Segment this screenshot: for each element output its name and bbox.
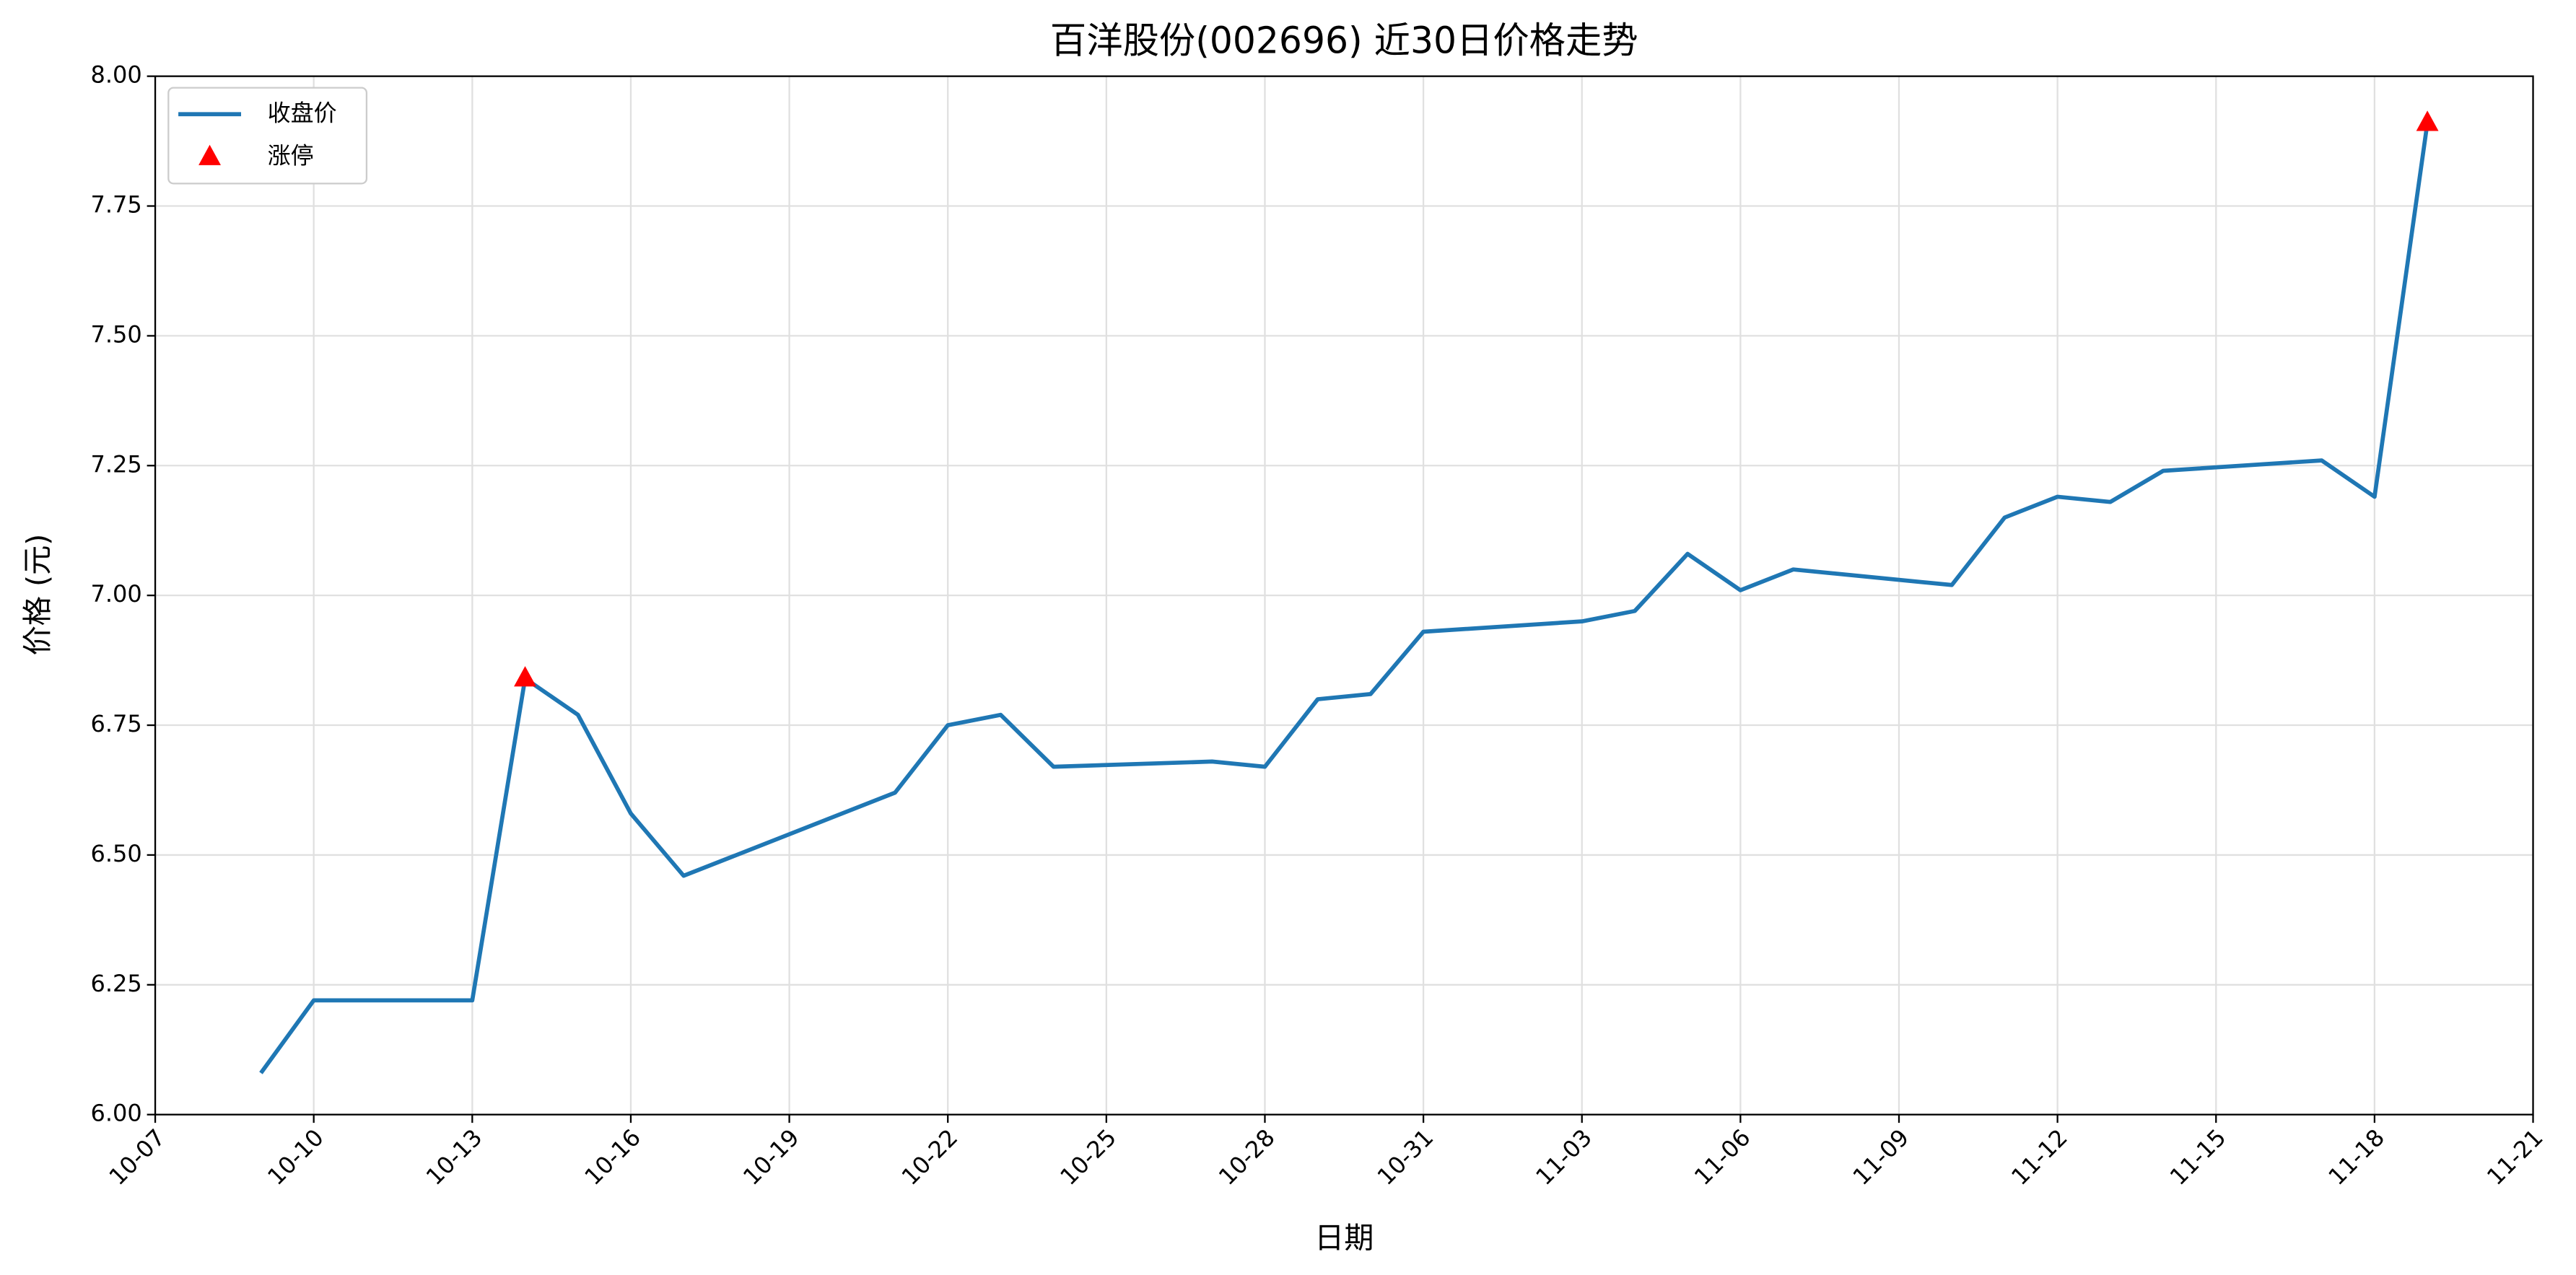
x-axis-label: 日期 <box>1314 1221 1374 1256</box>
price-line <box>259 122 2429 1074</box>
y-tick-label: 7.00 <box>90 580 141 608</box>
plot-area <box>259 110 2439 1074</box>
legend-label: 收盘价 <box>268 99 337 126</box>
legend-box <box>167 87 368 185</box>
y-tick-label: 6.75 <box>90 710 141 737</box>
limit-up-marker <box>2416 110 2439 131</box>
y-tick-label: 6.50 <box>90 840 141 867</box>
y-tick-label: 6.25 <box>90 970 141 997</box>
y-axis-label: 价格 (元) <box>20 534 55 656</box>
y-tick-label: 8.00 <box>90 61 141 89</box>
legend-label: 涨停 <box>268 142 314 170</box>
y-tick-label: 6.00 <box>90 1100 141 1127</box>
y-tick-label: 7.50 <box>90 320 141 348</box>
limit-up-marker <box>514 666 536 687</box>
y-tick-label: 7.25 <box>90 450 141 478</box>
chart-title: 百洋股份(002696) 近30日价格走势 <box>1050 19 1638 61</box>
y-tick-label: 7.75 <box>90 191 141 219</box>
legend-swatch <box>198 144 221 165</box>
